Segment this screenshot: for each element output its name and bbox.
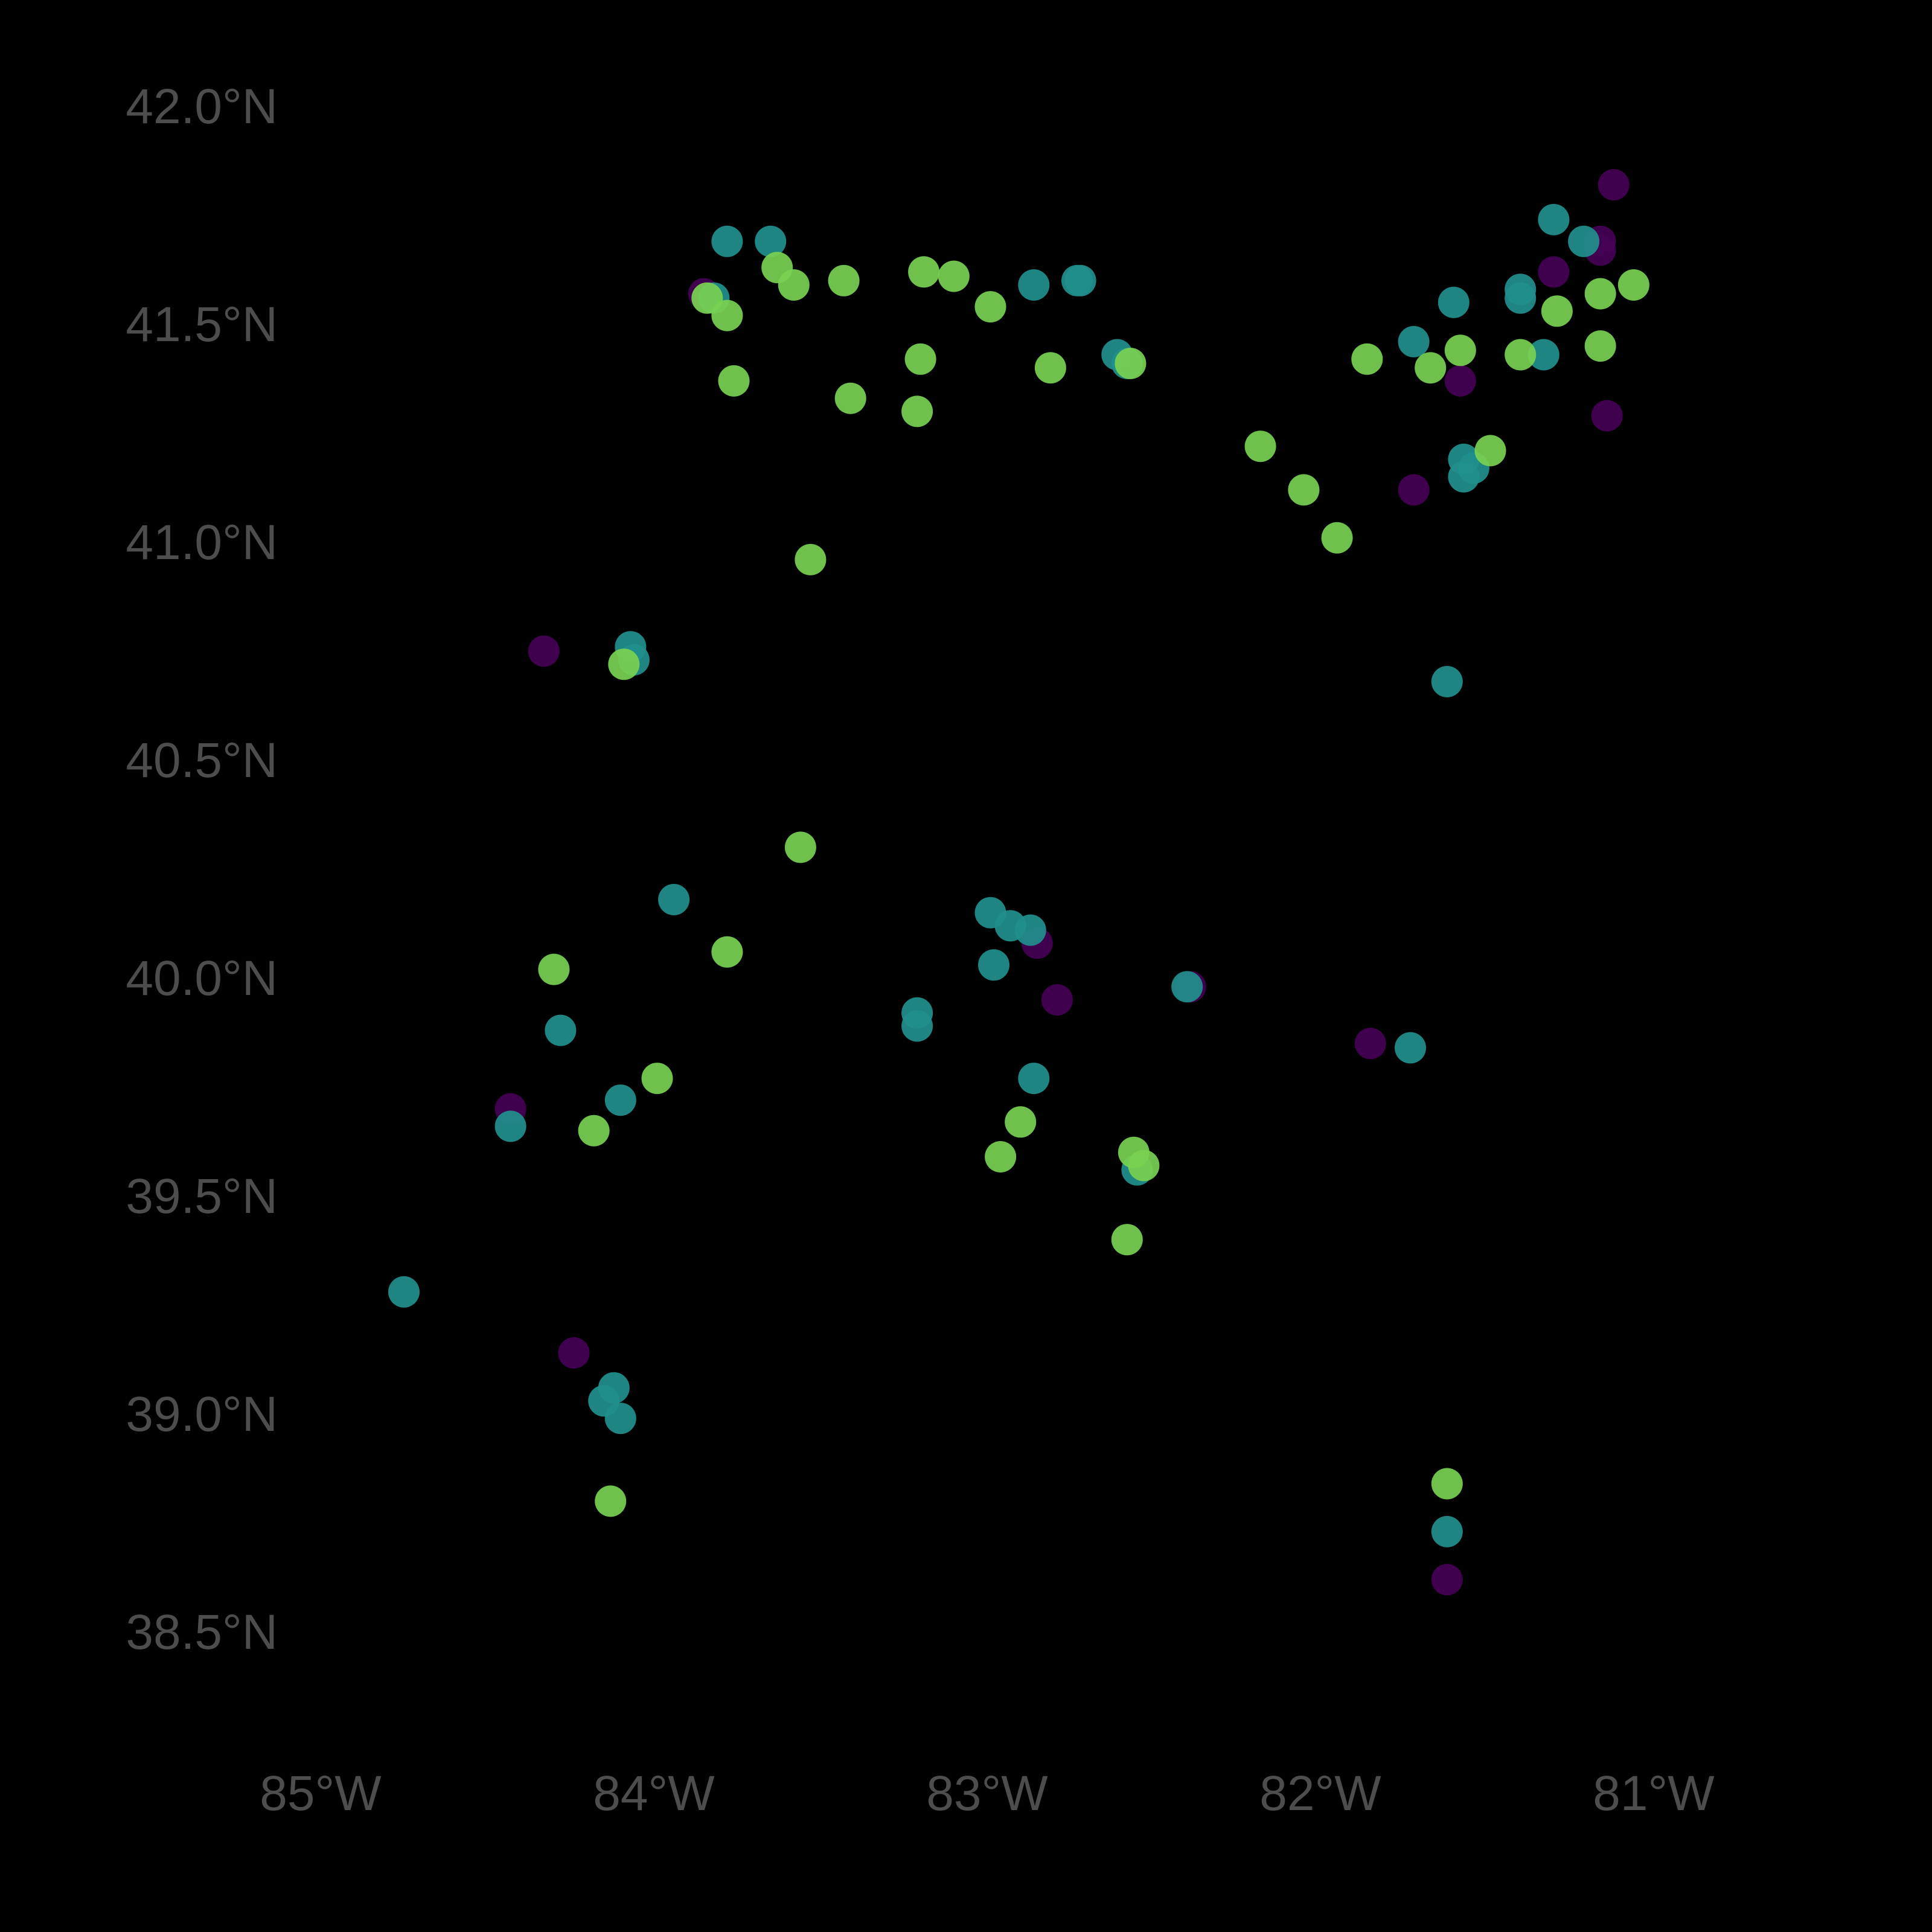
data-point-high <box>784 831 816 863</box>
data-point-mid <box>604 1403 636 1435</box>
data-point-mid <box>1505 282 1537 314</box>
data-point-low <box>1354 1028 1386 1060</box>
data-point-mid <box>388 1276 420 1308</box>
data-point-high <box>1415 352 1447 384</box>
data-point-low <box>1591 400 1623 432</box>
y-tick-label: 38.5°N <box>126 1605 278 1660</box>
data-point-high <box>1034 352 1066 384</box>
data-point-high <box>1128 1150 1160 1182</box>
data-point-mid <box>1431 666 1463 697</box>
data-point-mid <box>1438 286 1470 318</box>
data-point-mid <box>1064 264 1096 296</box>
data-point-high <box>1444 334 1476 366</box>
data-point-low <box>1041 984 1073 1016</box>
data-point-high <box>578 1115 610 1147</box>
data-point-high <box>1005 1106 1037 1138</box>
data-point-low <box>1598 169 1630 200</box>
data-point-mid <box>658 884 690 915</box>
data-point-high <box>1505 339 1537 371</box>
data-point-mid <box>711 225 743 257</box>
data-point-mid <box>604 1084 636 1116</box>
data-point-mid <box>1431 1515 1463 1547</box>
data-point-mid <box>755 225 787 257</box>
data-point-high <box>538 953 570 985</box>
y-tick-label: 40.5°N <box>126 733 278 788</box>
data-point-high <box>1474 435 1506 467</box>
data-point-low <box>1538 256 1570 288</box>
data-point-mid <box>1014 914 1046 946</box>
data-point-mid <box>1568 225 1600 257</box>
x-tick-label: 83°W <box>926 1766 1048 1821</box>
data-point-mid <box>545 1014 577 1046</box>
data-point-high <box>1321 522 1353 554</box>
data-point-mid <box>494 1110 526 1142</box>
data-point-high <box>795 543 827 575</box>
data-point-low <box>1444 365 1476 397</box>
data-point-low <box>1398 474 1430 506</box>
y-tick-label: 39.5°N <box>126 1169 278 1224</box>
data-point-high <box>904 343 936 375</box>
data-point-high <box>641 1063 673 1095</box>
data-point-mid <box>1448 461 1480 493</box>
data-point-high <box>595 1485 627 1517</box>
data-point-high <box>901 395 933 427</box>
data-point-high <box>1288 474 1320 506</box>
x-tick-label: 85°W <box>260 1766 382 1821</box>
data-point-high <box>938 260 970 292</box>
data-point-high <box>1111 1224 1143 1256</box>
data-point-high <box>1115 348 1147 379</box>
data-point-mid <box>1538 203 1570 235</box>
x-axis-tick-labels: 85°W 84°W 83°W 82°W 81°W <box>260 1766 1715 1821</box>
data-point-high <box>711 936 743 968</box>
y-tick-label: 41.0°N <box>126 515 278 570</box>
data-point-high <box>1244 430 1276 462</box>
x-tick-label: 84°W <box>593 1766 715 1821</box>
y-tick-label: 40.0°N <box>126 951 278 1006</box>
data-point-low <box>528 635 560 667</box>
data-point-low <box>558 1337 590 1369</box>
data-point-high <box>1584 278 1616 310</box>
data-point-mid <box>1395 1032 1426 1064</box>
y-tick-label: 42.0°N <box>126 79 278 134</box>
data-point-mid <box>1018 269 1050 301</box>
data-point-high <box>718 365 750 397</box>
data-point-mid <box>1527 339 1559 371</box>
y-axis-tick-labels: 42.0°N 41.5°N 41.0°N 40.5°N 40.0°N 39.5°N 39.0… <box>126 79 278 1660</box>
y-tick-label: 41.5°N <box>126 297 278 352</box>
data-point-high <box>828 264 860 296</box>
data-point-mid <box>1398 325 1430 357</box>
x-tick-label: 81°W <box>1593 1766 1715 1821</box>
data-point-mid <box>978 949 1009 981</box>
data-point-high <box>1351 343 1383 375</box>
data-point-mid <box>1171 971 1203 1003</box>
data-point-high <box>908 256 940 288</box>
data-point-high <box>974 291 1006 323</box>
x-tick-label: 82°W <box>1259 1766 1381 1821</box>
data-point-high <box>834 382 866 414</box>
data-point-mid <box>901 1010 933 1042</box>
data-point-high <box>1431 1468 1463 1500</box>
data-point-high <box>1541 295 1573 327</box>
data-point-high <box>1584 330 1616 362</box>
data-point-low <box>1431 1564 1463 1596</box>
y-tick-label: 39.0°N <box>126 1387 278 1442</box>
data-points <box>388 169 1649 1596</box>
data-point-high <box>1617 269 1649 301</box>
data-point-high <box>985 1141 1017 1172</box>
data-point-mid <box>1018 1063 1050 1095</box>
data-point-high <box>711 299 743 331</box>
data-point-high <box>608 648 640 680</box>
data-point-high <box>778 269 810 301</box>
